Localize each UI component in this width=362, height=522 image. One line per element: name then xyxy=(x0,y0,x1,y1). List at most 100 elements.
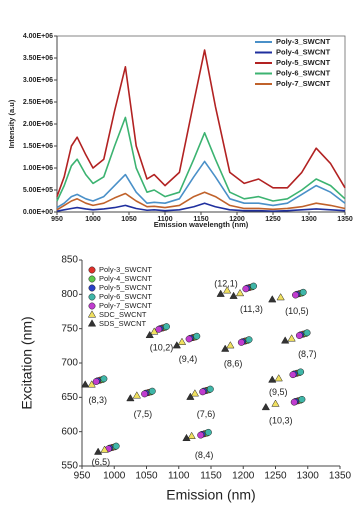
circle-marker xyxy=(185,335,193,343)
x-tick-label: 1250 xyxy=(265,216,281,223)
legend-label: Poly-6_SWCNT xyxy=(99,292,152,301)
x-axis-title: Emission wavelength (nm) xyxy=(154,220,249,229)
y-tick-label: 800 xyxy=(61,289,78,300)
circle-marker xyxy=(88,284,96,292)
circle-marker xyxy=(289,371,297,379)
circle-marker xyxy=(112,442,120,450)
y-tick-label: 3.00E+06 xyxy=(23,77,53,84)
triangle-marker xyxy=(145,330,154,339)
x-tick-label: 1200 xyxy=(229,216,245,223)
circle-marker xyxy=(88,266,96,274)
annotation: (8,7) xyxy=(298,349,317,359)
circle-marker xyxy=(298,395,306,403)
annotation: (7,5) xyxy=(134,409,153,419)
y-tick-label: 700 xyxy=(61,358,78,369)
x-tick-label: 950 xyxy=(51,216,63,223)
y-tick-label: 3.50E+06 xyxy=(23,55,53,62)
triangle-marker xyxy=(126,394,135,402)
annotation: (10,3) xyxy=(269,416,293,426)
triangle-marker xyxy=(221,344,230,352)
circle-marker xyxy=(141,390,149,398)
triangle-marker xyxy=(235,288,245,297)
triangle-marker xyxy=(268,295,277,303)
circle-marker xyxy=(199,388,207,396)
triangle-marker xyxy=(222,286,232,294)
x-tick-label: 1150 xyxy=(193,216,208,223)
y-tick-label: 750 xyxy=(61,323,78,334)
y-axis-title: Intensity (a.u) xyxy=(7,99,16,148)
legend-label: SDC_SWCNT xyxy=(99,310,147,319)
circle-marker xyxy=(92,378,100,385)
triangle-marker xyxy=(100,445,109,453)
x-tick-label: 1300 xyxy=(297,471,320,482)
y-tick-label: 5.00E+05 xyxy=(23,187,53,194)
circle-marker xyxy=(299,288,307,296)
triangle-marker xyxy=(287,334,296,342)
circle-marker xyxy=(237,338,245,346)
y-tick-label: 1.00E+06 xyxy=(23,165,53,172)
annotation: (9,5) xyxy=(269,387,288,397)
legend-label: Poly-4_SWCNT xyxy=(99,274,152,283)
x-tick-label: 1050 xyxy=(135,471,158,482)
y-axis-title: Excitation (nm) xyxy=(19,316,35,409)
triangle-marker xyxy=(190,389,200,397)
legend-label: Poly-4_SWCNT xyxy=(276,47,331,56)
circle-marker xyxy=(295,332,303,339)
annotation: (10,2) xyxy=(150,342,174,352)
triangle-marker xyxy=(81,380,90,388)
y-tick-label: 2.50E+06 xyxy=(23,99,53,106)
triangle-marker xyxy=(87,310,97,318)
circle-marker xyxy=(197,431,205,439)
triangle-marker xyxy=(229,291,238,299)
x-tick-label: 1100 xyxy=(157,216,172,223)
triangle-marker xyxy=(132,391,141,399)
annotation: (6,5) xyxy=(92,457,111,467)
annotation: (8,4) xyxy=(195,450,214,460)
x-tick-label: 1250 xyxy=(264,471,287,482)
circle-marker xyxy=(290,398,298,406)
annotation: (9,4) xyxy=(179,354,198,364)
triangle-marker xyxy=(177,337,187,345)
series-line xyxy=(56,191,346,211)
y-tick-label: 550 xyxy=(61,461,78,472)
series-line xyxy=(56,116,346,202)
annotation: (11,3) xyxy=(240,304,263,314)
circle-marker xyxy=(148,387,156,395)
triangle-marker xyxy=(93,447,103,455)
y-tick-label: 0.00E+00 xyxy=(23,209,53,216)
y-tick-label: 600 xyxy=(61,426,78,437)
circle-marker xyxy=(163,323,170,331)
x-tick-label: 950 xyxy=(74,471,91,482)
y-tick-label: 2.00E+06 xyxy=(23,121,53,128)
triangle-marker xyxy=(216,289,225,297)
y-tick-label: 4.00E+06 xyxy=(23,33,53,40)
circle-marker xyxy=(88,293,96,301)
legend-label: SDS_SWCNT xyxy=(99,319,147,328)
x-tick-label: 1000 xyxy=(103,471,126,482)
circle-marker xyxy=(100,375,108,383)
legend-label: Poly-3_SWCNT xyxy=(276,37,331,46)
triangle-marker xyxy=(274,374,283,382)
y-tick-label: 850 xyxy=(61,255,78,266)
x-tick-label: 1000 xyxy=(85,216,101,223)
circle-marker xyxy=(250,282,258,290)
triangle-marker xyxy=(226,341,235,349)
annotation: (7,6) xyxy=(197,409,216,419)
triangle-marker xyxy=(261,402,270,411)
x-tick-label: 1350 xyxy=(329,471,352,482)
x-tick-label: 1300 xyxy=(301,216,317,223)
triangle-marker xyxy=(172,341,181,349)
triangle-marker xyxy=(186,392,195,400)
annotation: (12,1) xyxy=(214,278,238,288)
circle-marker xyxy=(204,428,212,436)
annotation: (8,6) xyxy=(224,359,243,369)
triangle-marker xyxy=(187,431,196,439)
circle-marker xyxy=(292,291,299,299)
x-tick-label: 1100 xyxy=(168,471,190,482)
circle-marker xyxy=(193,332,201,340)
triangle-marker xyxy=(281,336,290,344)
circle-marker xyxy=(206,385,214,393)
x-tick-label: 1150 xyxy=(200,471,222,482)
triangle-marker xyxy=(87,380,96,388)
